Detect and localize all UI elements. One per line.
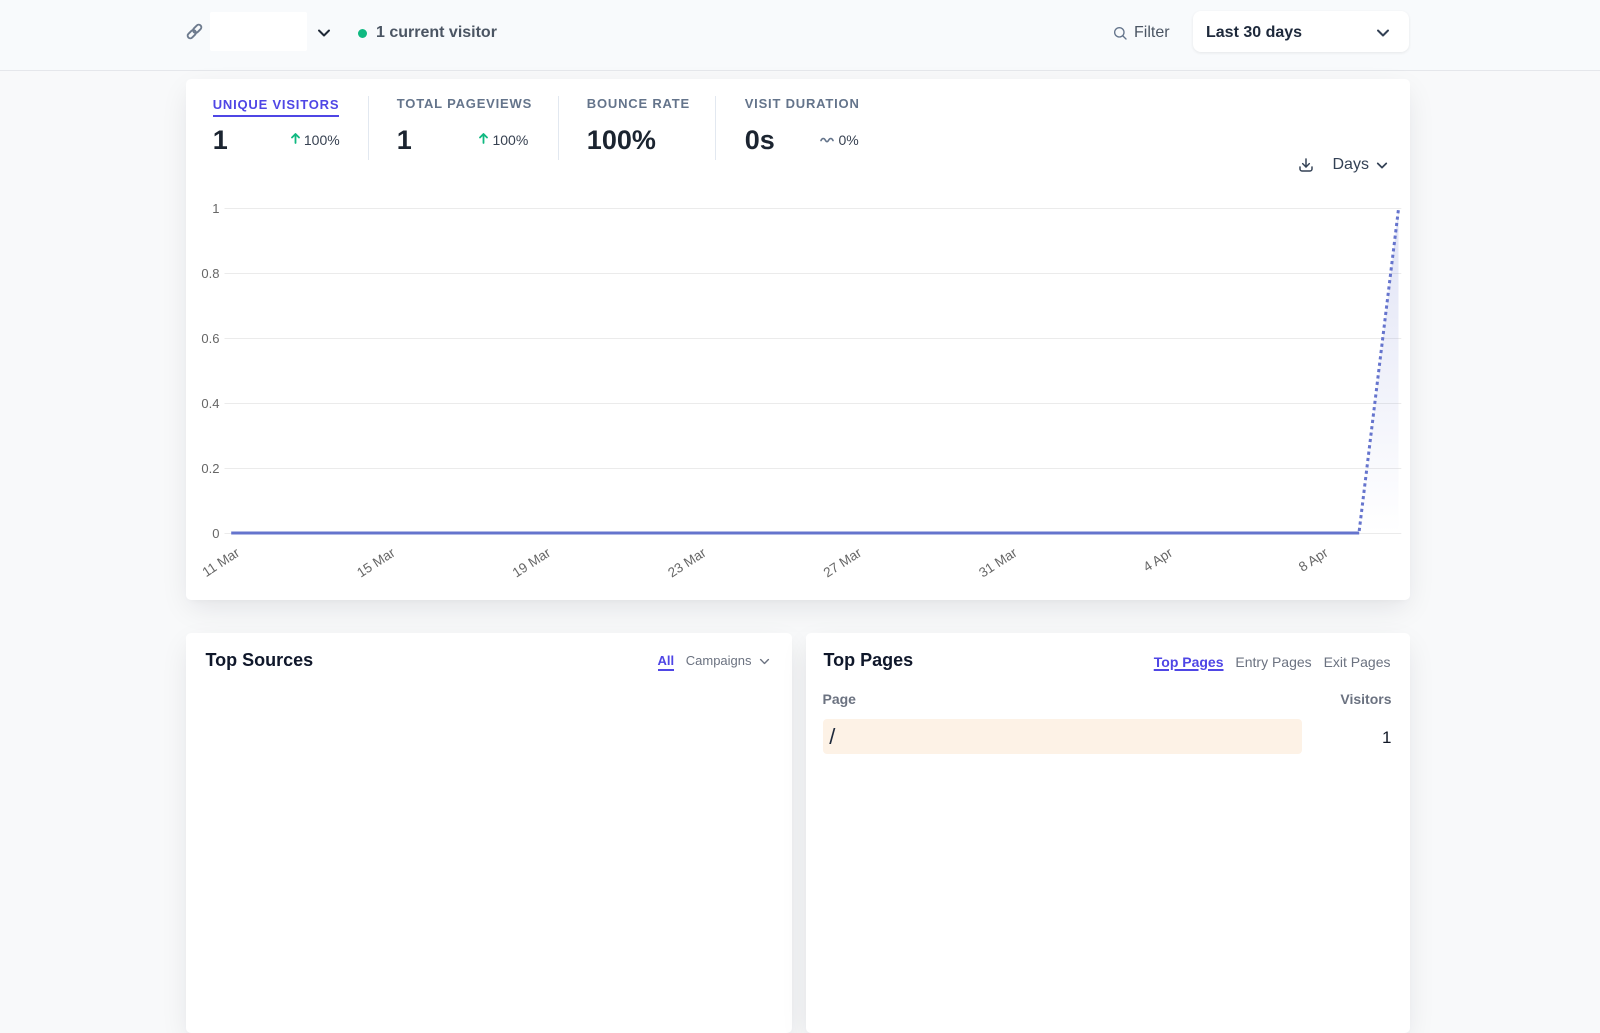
svg-text:0.2: 0.2 (201, 461, 219, 476)
svg-text:31 Mar: 31 Mar (976, 545, 1020, 581)
svg-text:1: 1 (212, 201, 219, 216)
svg-text:11 Mar: 11 Mar (199, 545, 242, 580)
svg-text:0.6: 0.6 (201, 331, 219, 346)
svg-text:0: 0 (212, 526, 219, 541)
svg-text:4 Apr: 4 Apr (1140, 545, 1175, 575)
svg-text:0.8: 0.8 (201, 266, 219, 281)
svg-text:23 Mar: 23 Mar (665, 545, 709, 581)
svg-text:8 Apr: 8 Apr (1296, 545, 1331, 575)
svg-text:15 Mar: 15 Mar (354, 545, 398, 581)
svg-text:19 Mar: 19 Mar (509, 545, 553, 581)
svg-text:27 Mar: 27 Mar (820, 545, 864, 581)
svg-text:0.4: 0.4 (201, 396, 219, 411)
